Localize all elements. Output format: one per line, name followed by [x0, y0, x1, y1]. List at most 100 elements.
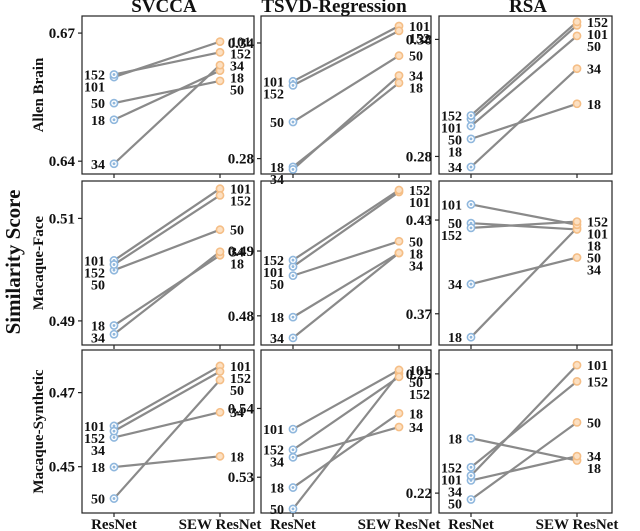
label-sew-resnet-18: 18: [230, 258, 244, 273]
point-sew-resnet-18: [394, 78, 404, 88]
point-resnet-core-34: [469, 165, 473, 169]
point-resnet-core-50: [112, 497, 116, 500]
x-tick-resnet-rsa: ResNet: [448, 517, 494, 531]
label-sew-resnet-34: 34: [587, 63, 601, 78]
label-sew-resnet-152: 152: [230, 48, 251, 63]
point-sew-resnet-18: [215, 451, 225, 461]
point-sew-resnet-50: [215, 375, 225, 385]
label-sew-resnet-152: 152: [230, 372, 251, 387]
point-resnet-core-34: [112, 436, 116, 439]
label-sew-resnet-50: 50: [409, 50, 423, 65]
label-sew-resnet-34: 34: [409, 70, 423, 85]
x-tick-resnet-svcca: ResNet: [91, 517, 137, 531]
label-resnet-50: 50: [91, 493, 105, 508]
panel-frame: [81, 15, 255, 175]
point-resnet-core-152: [469, 226, 473, 230]
point-sew-resnet-50: [572, 31, 582, 41]
label-sew-resnet-50: 50: [409, 235, 423, 250]
label-sew-resnet-101: 101: [409, 364, 430, 379]
label-sew-resnet-34: 34: [230, 60, 244, 75]
series-line-101: [113, 187, 221, 262]
label-resnet-18: 18: [91, 114, 105, 129]
label-resnet-101: 101: [84, 81, 105, 96]
series-line-50: [113, 79, 221, 105]
point-sew-resnet-18: [572, 99, 582, 109]
label-sew-resnet-101: 101: [587, 228, 608, 243]
y-tick-label: 0.38: [406, 32, 432, 48]
label-resnet-34: 34: [91, 332, 105, 347]
x-tick-sew-resnet-tsvd-regression: SEW ResNet: [358, 517, 441, 531]
y-tick-label: 0.25: [406, 367, 432, 383]
x-tick-sew-resnet-rsa: SEW ResNet: [536, 517, 619, 531]
point-resnet-core-18: [112, 324, 116, 327]
point-sew-resnet-34: [572, 253, 582, 262]
point-sew-resnet-152: [572, 377, 582, 386]
point-sew-resnet-34: [572, 451, 582, 461]
y-tick-label: 0.43: [406, 213, 432, 229]
point-sew-resnet-50: [215, 76, 225, 86]
point-sew-resnet-50: [394, 236, 404, 246]
row-labels: Allen Brain Macaque-Face Macaque-Synthetic: [31, 57, 47, 494]
point-resnet-core-50: [291, 507, 295, 511]
series-line-34: [470, 455, 578, 482]
label-resnet-152: 152: [84, 69, 105, 84]
series-line-101: [292, 191, 400, 268]
row-label-macaque-synthetic: Macaque-Synthetic: [31, 369, 47, 493]
label-resnet-18: 18: [270, 311, 284, 326]
series-line-34: [113, 64, 221, 165]
y-tick-label: 0.49: [49, 314, 75, 330]
series-line-18: [470, 227, 578, 338]
point-resnet-core-50: [469, 498, 473, 501]
label-resnet-50: 50: [448, 497, 462, 512]
label-resnet-18: 18: [270, 161, 284, 176]
label-sew-resnet-101: 101: [409, 20, 430, 35]
panel-frame: [260, 15, 432, 175]
point-resnet-core-18: [469, 335, 473, 339]
x-tick-resnet-tsvd-regression: ResNet: [270, 517, 316, 531]
series-line-101: [470, 364, 578, 477]
series-line-101: [292, 368, 400, 431]
point-resnet-core-18: [469, 137, 473, 141]
series-line-152: [470, 21, 578, 117]
series-line-152: [470, 380, 578, 469]
label-resnet-152: 152: [263, 87, 284, 102]
label-resnet-50: 50: [270, 278, 284, 293]
label-resnet-101: 101: [263, 266, 284, 281]
row-label-allen-brain: Allen Brain: [31, 57, 47, 132]
label-sew-resnet-101: 101: [587, 28, 608, 43]
label-sew-resnet-34: 34: [230, 246, 244, 261]
column-title-svcca: SVCCA: [131, 0, 197, 17]
point-sew-resnet-34: [215, 247, 225, 257]
y-tick-label: 0.45: [49, 460, 75, 476]
label-resnet-101: 101: [441, 473, 462, 488]
label-sew-resnet-152: 152: [587, 16, 608, 31]
point-resnet-core-152: [112, 263, 116, 266]
y-tick-label: 0.22: [406, 486, 432, 502]
panel-frame: [81, 180, 255, 346]
series-line-34: [292, 74, 400, 171]
label-resnet-34: 34: [270, 332, 284, 347]
label-sew-resnet-101: 101: [230, 183, 251, 198]
label-sew-resnet-50: 50: [230, 224, 244, 239]
point-sew-resnet-50: [215, 225, 225, 235]
label-sew-resnet-152: 152: [409, 32, 430, 47]
label-sew-resnet-18: 18: [587, 98, 601, 113]
point-resnet-core-101: [291, 427, 295, 431]
y-tick-label: 0.48: [228, 309, 254, 325]
panels: 0.640.671521015018341011523418500.280.34…: [49, 15, 613, 518]
label-sew-resnet-50: 50: [230, 84, 244, 99]
y-tick-label: 0.64: [49, 154, 76, 170]
label-sew-resnet-18: 18: [230, 72, 244, 87]
point-resnet-core-18: [112, 118, 116, 122]
point-resnet-core-101: [112, 424, 116, 428]
label-resnet-34: 34: [270, 456, 284, 471]
point-resnet-core-152: [112, 73, 116, 76]
point-sew-resnet-101: [215, 37, 225, 47]
label-resnet-34: 34: [448, 161, 462, 176]
label-resnet-152: 152: [441, 109, 462, 124]
point-resnet-core-50: [469, 124, 473, 128]
point-sew-resnet-152: [215, 367, 225, 376]
